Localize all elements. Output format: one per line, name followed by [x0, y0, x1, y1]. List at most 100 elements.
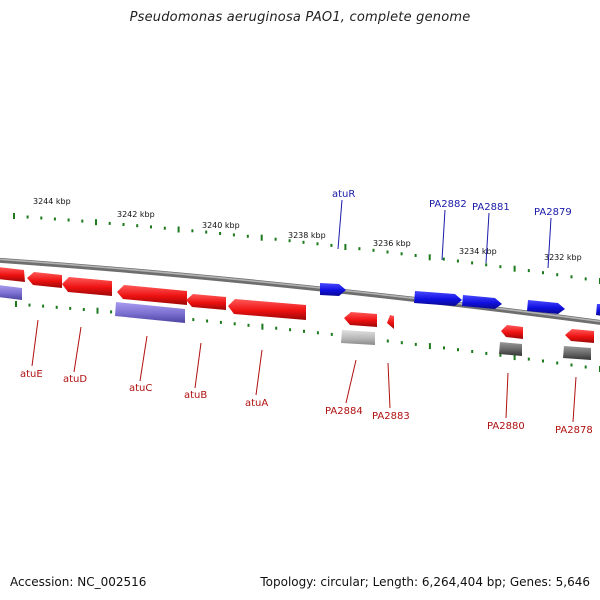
scale-label-3232: 3232 kbp	[544, 253, 582, 262]
gene-arrow-atuR[interactable]	[320, 283, 346, 296]
outer-ruler-minor-tick	[81, 219, 84, 223]
outer-ruler-minor-tick	[358, 247, 361, 251]
inner-ruler-minor-tick	[471, 350, 474, 353]
inner-ruler-minor-tick	[192, 318, 195, 322]
outer-ruler-minor-tick	[219, 232, 222, 235]
gene-arrow-PA2881[interactable]	[462, 295, 502, 309]
inner-ruler-minor-tick	[556, 361, 559, 365]
outer-ruler-major-tick	[95, 219, 97, 226]
scale-label-3244: 3244 kbp	[33, 197, 71, 206]
gene-label-PA2878[interactable]: PA2878	[555, 425, 593, 436]
gene-arrow-PA2878[interactable]	[565, 329, 594, 343]
outer-ruler-minor-tick	[302, 240, 305, 244]
outer-ruler-minor-tick	[456, 259, 459, 263]
feature-block-violet-atuC[interactable]	[115, 302, 185, 323]
outer-ruler-minor-tick	[386, 250, 389, 254]
inner-ruler-minor-tick	[289, 328, 292, 332]
gene-arrow-edge-left[interactable]	[0, 267, 25, 282]
reverse-strand-track	[0, 267, 594, 343]
inner-ruler-minor-tick	[219, 320, 222, 324]
outer-ruler-minor-tick	[570, 275, 573, 279]
genome-backbone	[0, 257, 600, 325]
outer-ruler-minor-tick	[414, 254, 417, 257]
outer-ruler-major-tick	[260, 234, 263, 241]
gene-label-PA2882[interactable]: PA2882	[429, 199, 467, 210]
outer-ruler-minor-tick	[246, 234, 249, 238]
gene-label-atuR[interactable]: atuR	[332, 189, 355, 200]
feature-block-violet-edge[interactable]	[0, 285, 22, 300]
inner-ruler-major-tick	[513, 354, 516, 361]
gene-arrow-PA2879[interactable]	[527, 300, 565, 314]
outer-ruler-minor-tick	[163, 226, 166, 230]
feature-block-gray-PA2878[interactable]	[563, 346, 591, 360]
inner-ruler-major-tick	[428, 343, 431, 350]
feature-block-light-PA2884[interactable]	[341, 330, 375, 345]
inner-ruler-minor-tick	[584, 365, 587, 369]
outer-ruler-minor-tick	[232, 233, 235, 237]
outer-ruler-minor-tick	[556, 273, 559, 277]
inner-ruler-minor-tick	[457, 348, 459, 352]
inner-ruler-minor-tick	[247, 323, 250, 327]
gene-label-PA2881[interactable]: PA2881	[472, 202, 510, 213]
inner-ruler-minor-tick	[42, 304, 45, 308]
inner-ruler-minor-tick	[82, 308, 85, 311]
outer-ruler-minor-tick	[53, 217, 56, 221]
gene-label-PA2884[interactable]: PA2884	[325, 406, 363, 417]
gene-label-atuC[interactable]: atuC	[129, 383, 152, 394]
gene-arrow-PA2882[interactable]	[414, 291, 462, 306]
outer-ruler-minor-tick	[288, 239, 291, 243]
outer-ruler-major-tick	[513, 265, 516, 272]
inner-ruler-minor-tick	[330, 332, 333, 336]
feature-block-gray-PA2880[interactable]	[499, 342, 522, 356]
outer-ruler-minor-tick	[471, 261, 474, 265]
gene-label-PA2880[interactable]: PA2880	[487, 421, 525, 432]
scale-label-3238: 3238 kbp	[288, 231, 326, 240]
outer-ruler-minor-tick	[150, 225, 152, 229]
inner-ruler-minor-tick	[275, 326, 278, 330]
inner-ruler-minor-tick	[499, 353, 502, 357]
gene-arrow-atuE[interactable]	[27, 272, 62, 288]
inner-ruler-minor-tick	[414, 342, 417, 346]
gene-label-atuB[interactable]: atuB	[184, 390, 207, 401]
gene-arrow-atuB[interactable]	[186, 294, 226, 310]
forward-strand-track	[320, 283, 600, 316]
inner-ruler-minor-tick	[316, 331, 319, 335]
outer-ruler-minor-tick	[372, 248, 375, 252]
outer-ruler-minor-tick	[274, 237, 277, 241]
inner-ruler-minor-tick	[303, 329, 305, 333]
map-title: Pseudomonas aeruginosa PAO1, complete ge…	[129, 10, 471, 25]
gene-label-atuA[interactable]: atuA	[245, 398, 268, 409]
gene-arrow-atuC[interactable]	[117, 285, 187, 305]
scale-label-3242: 3242 kbp	[117, 210, 155, 219]
gene-arrow-PA2883[interactable]	[387, 315, 394, 329]
outer-ruler-minor-tick	[26, 215, 29, 219]
gene-label-PA2883[interactable]: PA2883	[372, 411, 410, 422]
outer-ruler-minor-tick	[67, 218, 70, 222]
gene-arrow-atuD[interactable]	[62, 277, 112, 296]
inner-ruler-minor-tick	[110, 310, 113, 314]
gene-arrow-PA2884[interactable]	[344, 312, 377, 327]
inner-ruler-minor-tick	[233, 322, 236, 326]
outer-ruler-minor-tick	[40, 216, 43, 220]
accession-text: Accession: NC_002516	[10, 575, 147, 589]
inner-ruler-minor-tick	[400, 341, 403, 345]
gene-label-PA2879[interactable]: PA2879	[534, 207, 572, 218]
outer-ruler-minor-tick	[191, 229, 194, 233]
inner-ruler-major-tick	[96, 307, 99, 314]
scale-label-3240: 3240 kbp	[202, 221, 240, 230]
gene-arrow-edge-right[interactable]	[596, 304, 600, 316]
inner-ruler-minor-tick	[28, 303, 31, 307]
outer-ruler-minor-tick	[316, 242, 319, 246]
inner-ruler-minor-tick	[542, 359, 544, 363]
gene-arrow-PA2880[interactable]	[501, 325, 523, 339]
gene-arrow-atuA[interactable]	[228, 299, 306, 320]
outer-ruler-minor-tick	[136, 224, 139, 228]
forward-gene-labels	[337, 199, 552, 269]
outer-ruler-major-tick	[344, 244, 347, 250]
inner-ruler-major-tick	[261, 323, 264, 330]
gene-label-atuE[interactable]: atuE	[20, 369, 43, 380]
scale-label-3234: 3234 kbp	[459, 247, 497, 256]
gene-label-atuD[interactable]: atuD	[63, 374, 87, 385]
